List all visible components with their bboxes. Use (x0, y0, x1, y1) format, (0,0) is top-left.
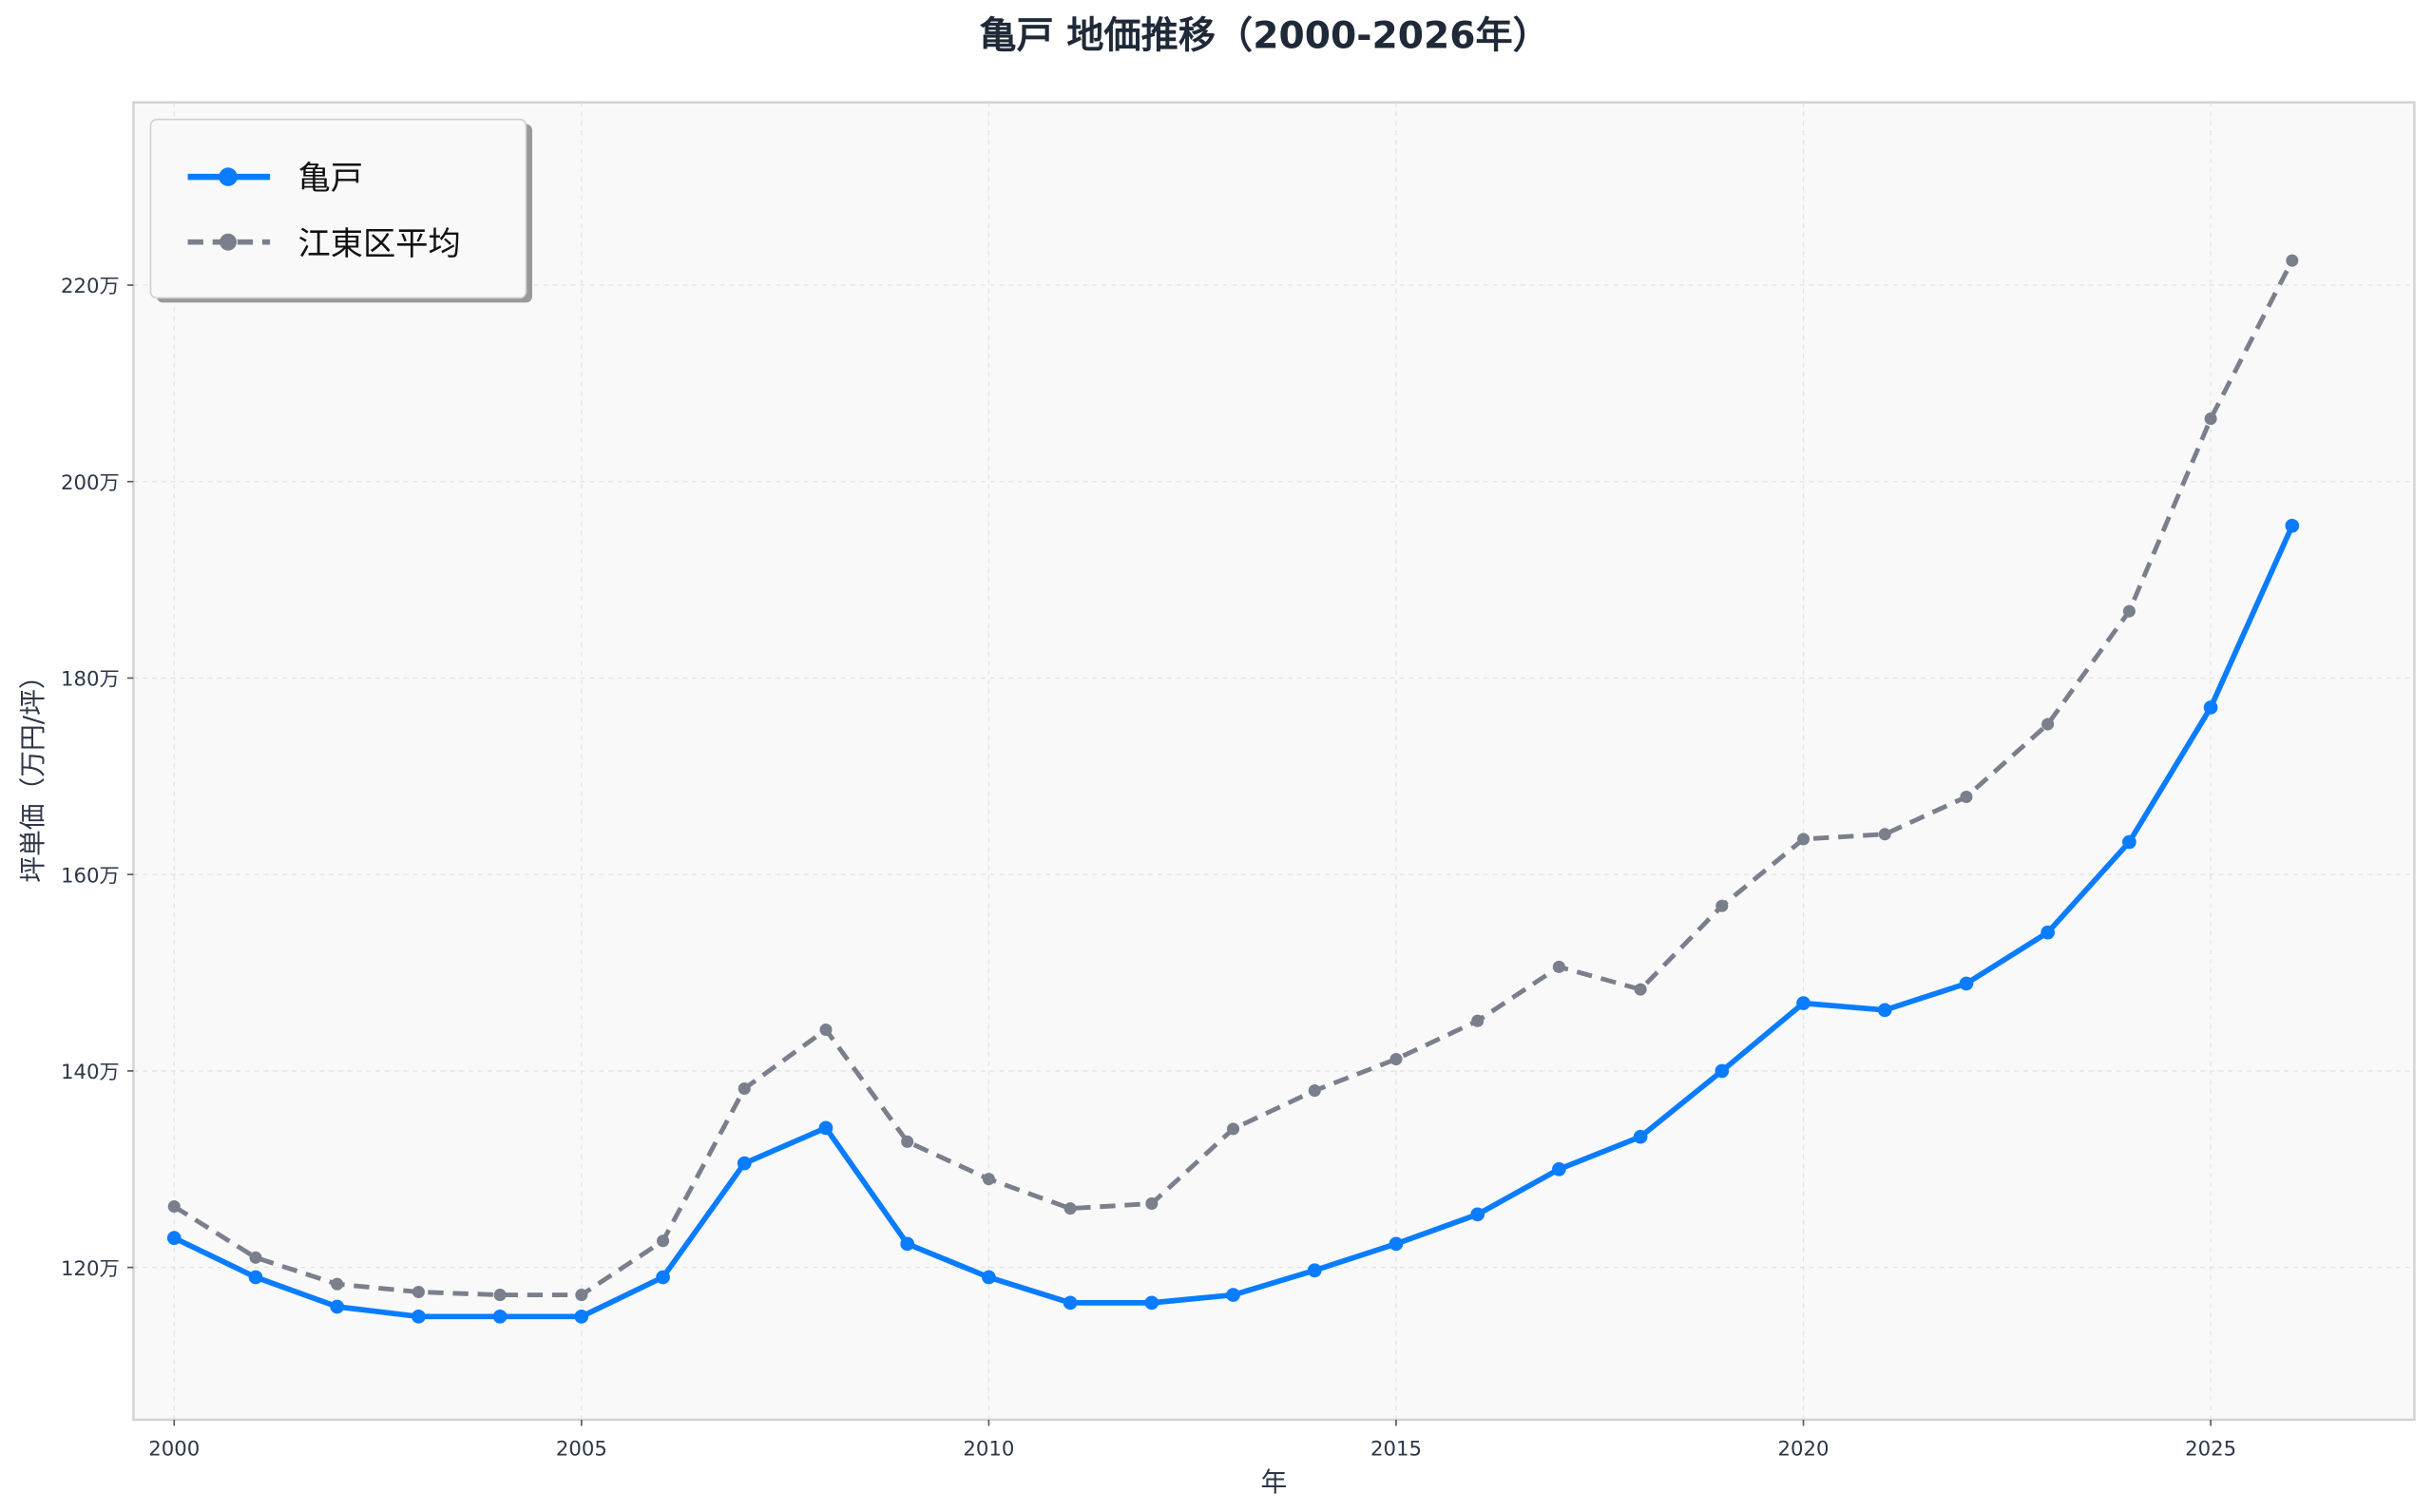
data-point (1796, 996, 1810, 1010)
legend-label: 江東区平均 (297, 225, 460, 263)
data-point (819, 1023, 833, 1037)
data-point (738, 1081, 751, 1096)
legend-box (149, 118, 527, 299)
series-koto-average (167, 254, 2299, 1302)
x-axis-label: 年 (1261, 1466, 1288, 1498)
data-point (1959, 976, 1974, 991)
data-point (1144, 1295, 1159, 1311)
data-point (1227, 1122, 1240, 1136)
data-point (167, 1200, 181, 1214)
data-point (737, 1156, 752, 1171)
data-point (412, 1309, 426, 1324)
legend-label: 亀戸 (297, 160, 363, 198)
data-point (1471, 1014, 1485, 1027)
y-tick-label: 200万 (61, 471, 120, 495)
data-point (2122, 604, 2136, 618)
data-point (166, 1231, 182, 1245)
data-point (1226, 1288, 1240, 1302)
data-point (2203, 700, 2218, 715)
data-point (2122, 834, 2136, 850)
legend-marker (220, 233, 237, 251)
data-point (574, 1309, 589, 1324)
y-axis-label: 坪単価（万円/坪） (17, 662, 48, 882)
x-tick-label: 2010 (963, 1437, 1014, 1461)
data-point (1063, 1202, 1077, 1215)
plot-area (132, 101, 2416, 1422)
data-point (901, 1135, 914, 1148)
data-point (330, 1299, 345, 1314)
data-point (1552, 1161, 1566, 1177)
data-point (1307, 1263, 1322, 1278)
data-point (1389, 1052, 1403, 1066)
x-tick-label: 2020 (1778, 1437, 1830, 1461)
data-point (982, 1270, 996, 1285)
data-point (818, 1120, 833, 1136)
data-point (2041, 718, 2055, 731)
data-point (1878, 828, 1891, 841)
data-point (2286, 254, 2299, 267)
y-tick-label: 220万 (61, 275, 120, 298)
axis-ticks: 2000 2005 2010 2015 2020 2025 120万 140万 160万 180万… (61, 275, 2236, 1461)
data-point (1960, 791, 1973, 804)
data-point (656, 1270, 670, 1285)
data-point (1552, 960, 1565, 973)
data-point (1797, 833, 1810, 846)
data-point (1715, 1063, 1730, 1079)
data-point (1145, 1196, 1159, 1210)
y-tick-label: 160万 (61, 864, 120, 888)
data-point (1063, 1295, 1078, 1311)
grid (133, 102, 2415, 1420)
series-kameido (166, 518, 2300, 1324)
data-point (248, 1270, 263, 1285)
x-tick-label: 2005 (556, 1437, 607, 1461)
data-point (1308, 1084, 1321, 1098)
data-point (492, 1309, 508, 1324)
data-point (331, 1277, 344, 1291)
data-point (2204, 412, 2217, 426)
x-tick-label: 2025 (2185, 1437, 2236, 1461)
y-tick-label: 140万 (61, 1061, 120, 1084)
x-tick-label: 2015 (1370, 1437, 1422, 1461)
data-point (249, 1251, 262, 1264)
data-point (2040, 925, 2056, 940)
data-point (1633, 1129, 1648, 1144)
data-point (575, 1289, 588, 1302)
data-point (900, 1236, 915, 1252)
data-point (1634, 983, 1647, 996)
data-point (1877, 1003, 1892, 1018)
y-tick-label: 180万 (61, 668, 120, 692)
legend-marker (219, 167, 238, 186)
data-point (1389, 1236, 1404, 1252)
data-point (412, 1285, 425, 1299)
data-point (657, 1234, 670, 1248)
data-point (493, 1289, 507, 1302)
chart-title: 亀戸 地価推移（2000-2026年） (979, 15, 1550, 58)
x-tick-label: 2000 (148, 1437, 200, 1461)
series-group (166, 254, 2300, 1324)
data-point (1470, 1207, 1485, 1222)
data-point (2285, 518, 2300, 533)
y-tick-label: 120万 (61, 1257, 120, 1281)
data-point (1715, 899, 1729, 912)
data-point (982, 1173, 995, 1186)
